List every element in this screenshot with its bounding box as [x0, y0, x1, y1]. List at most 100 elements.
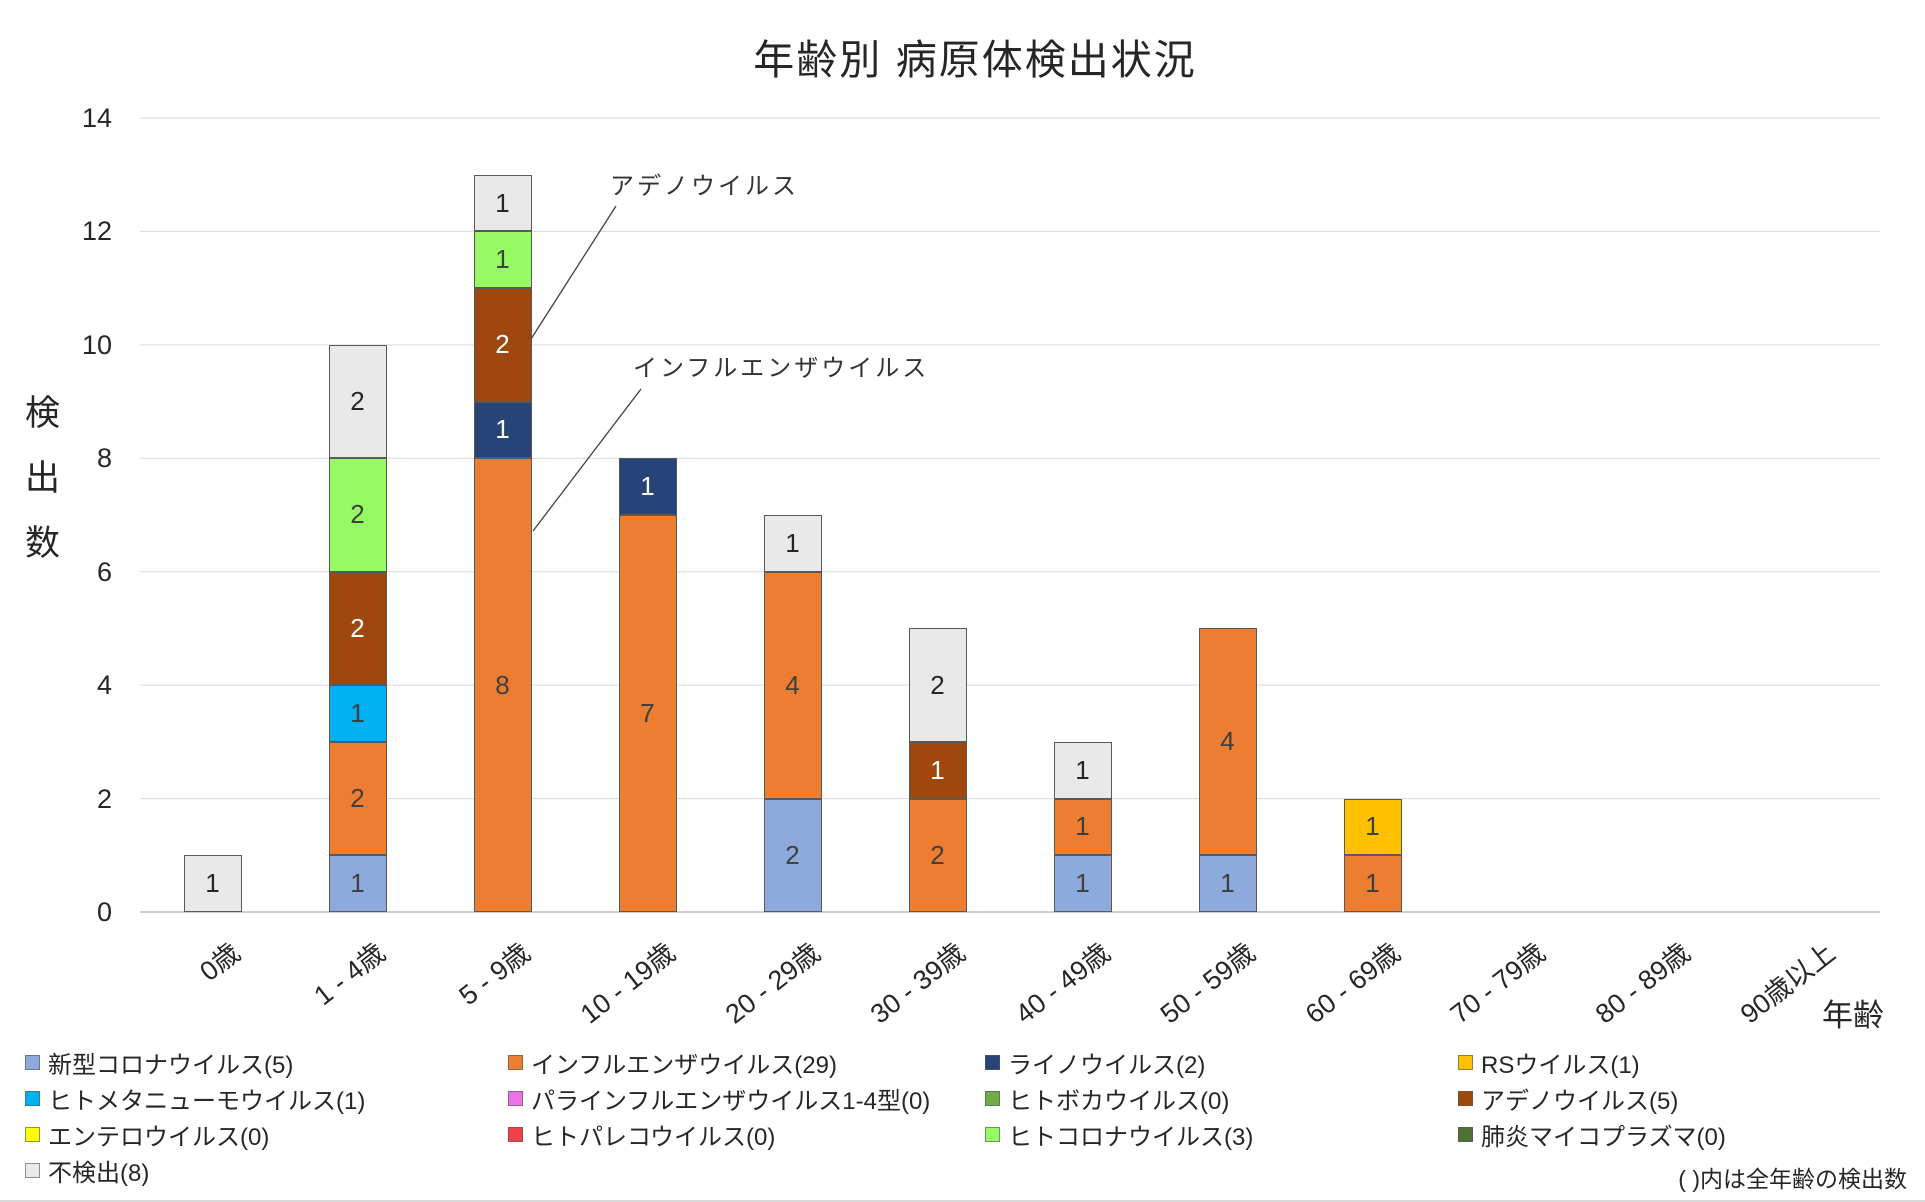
- bar-segment-value: 1: [205, 868, 220, 899]
- bar-segment-value: 1: [1075, 868, 1090, 899]
- bar-segment: 1: [1343, 855, 1402, 912]
- legend-swatch: [1458, 1090, 1473, 1106]
- bar-segment: 1: [328, 855, 387, 912]
- legend-label: 新型コロナウイルス(5): [48, 1051, 294, 1079]
- bar-segment: 1: [328, 685, 387, 742]
- legend-label: ヒトメタニューモウイルス(1): [48, 1087, 366, 1115]
- y-axis-tick-label: 6: [96, 556, 112, 587]
- bar-segment: 2: [473, 288, 532, 402]
- bar-segment-value: 2: [350, 612, 365, 643]
- legend-swatch: [1458, 1054, 1473, 1070]
- annotation-label-influenza: インフルエンザウイルス: [633, 355, 930, 382]
- legend-swatch: [25, 1126, 40, 1142]
- y-axis-tick-label: 10: [81, 329, 112, 360]
- legend-item: 肺炎マイコプラズマ(0): [1458, 1120, 1726, 1151]
- legend-label: 肺炎マイコプラズマ(0): [1481, 1123, 1726, 1151]
- legend-swatch: [985, 1126, 1000, 1142]
- bar-segment-value: 2: [930, 669, 945, 700]
- legend-label: エンテロウイルス(0): [48, 1123, 270, 1151]
- bar-segment-value: 1: [930, 754, 945, 785]
- legend-item: アデノウイルス(5): [1458, 1084, 1678, 1115]
- bar-segment: 1: [1053, 798, 1112, 856]
- legend-swatch: [508, 1054, 523, 1070]
- legend-label: ヒトパレコウイルス(0): [531, 1123, 776, 1151]
- bar-segment: 1: [1343, 798, 1402, 856]
- legend-label: ライノウイルス(2): [1008, 1051, 1206, 1079]
- bar-segment-value: 4: [785, 669, 800, 700]
- bar-segment: 1: [1053, 741, 1112, 799]
- legend-item: ヒトパレコウイルス(0): [508, 1120, 775, 1151]
- chart-title: 年齢別 病原体検出状況: [753, 37, 1197, 83]
- legend-item: ヒトメタニューモウイルス(1): [25, 1084, 365, 1115]
- bar-segment-value: 1: [350, 697, 365, 728]
- legend-item: エンテロウイルス(0): [25, 1120, 269, 1151]
- legend-swatch: [985, 1054, 1000, 1070]
- y-axis-tick-label: 2: [96, 783, 112, 814]
- bar-segment: 1: [473, 231, 532, 289]
- legend-label: パラインフルエンザウイルス1-4型(0): [531, 1087, 931, 1115]
- bar-segment-value: 1: [350, 868, 365, 899]
- bar-segment-value: 2: [785, 839, 800, 870]
- bar-segment-value: 1: [495, 244, 510, 275]
- legend-label: RSウイルス(1): [1481, 1051, 1640, 1079]
- bar-segment-value: 4: [1220, 726, 1235, 757]
- legend-swatch: [25, 1054, 40, 1070]
- legend-item: ヒトコロナウイルス(3): [985, 1120, 1253, 1151]
- legend-item: ライノウイルス(2): [985, 1048, 1205, 1079]
- legend-swatch: [508, 1126, 523, 1142]
- bar-segment-value: 7: [640, 698, 655, 728]
- x-axis-title: 年齢: [1822, 998, 1884, 1033]
- bar-segment-value: 2: [495, 329, 510, 360]
- bar-segment-value: 8: [495, 669, 510, 700]
- bar-segment: 8: [473, 458, 532, 912]
- bar-segment-value: 1: [640, 471, 655, 502]
- bar-segment-value: 1: [785, 527, 800, 558]
- y-axis-tick-label: 8: [96, 443, 112, 474]
- bar-segment: 2: [908, 798, 967, 912]
- bar-segment: 2: [328, 458, 387, 572]
- bar-segment-value: 1: [495, 187, 510, 218]
- bar-segment: 4: [1198, 628, 1257, 856]
- bar-segment: 1: [473, 174, 532, 232]
- bar-segment: 2: [328, 571, 387, 686]
- legend-swatch: [25, 1162, 40, 1178]
- bar-segment: 1: [183, 855, 242, 912]
- legend-label: ヒトコロナウイルス(3): [1008, 1123, 1254, 1151]
- legend-item: 不検出(8): [25, 1156, 149, 1187]
- bar-segment: 7: [618, 515, 677, 912]
- legend-label: インフルエンザウイルス(29): [531, 1051, 837, 1079]
- bar-segment: 1: [908, 741, 967, 799]
- bar-segment: 2: [328, 344, 387, 459]
- legend-item: ヒトボカウイルス(0): [985, 1084, 1229, 1115]
- bar-segment-value: 2: [350, 386, 365, 417]
- legend-swatch: [1458, 1126, 1473, 1142]
- bar-segment: 2: [908, 628, 967, 742]
- legend-label: ヒトボカウイルス(0): [1008, 1087, 1230, 1115]
- bar-segment-value: 1: [1075, 811, 1090, 842]
- bar-segment-value: 2: [350, 783, 365, 814]
- annotation-label-adenovirus: アデノウイルス: [610, 173, 799, 200]
- bar-segment-value: 1: [1365, 811, 1380, 842]
- legend-item: 新型コロナウイルス(5): [25, 1048, 293, 1079]
- legend-swatch: [985, 1090, 1000, 1106]
- bar-segment: 2: [763, 798, 822, 912]
- bar-segment-value: 1: [1365, 868, 1380, 899]
- legend-item: インフルエンザウイルス(29): [508, 1048, 837, 1079]
- bar-segment: 1: [1198, 855, 1257, 912]
- legend-label: アデノウイルス(5): [1481, 1087, 1679, 1115]
- legend-item: パラインフルエンザウイルス1-4型(0): [508, 1084, 930, 1115]
- bar-segment-value: 2: [930, 839, 945, 870]
- y-axis-tick-label: 12: [81, 216, 112, 247]
- legend-note: ( )内は全年齢の検出数: [1678, 1166, 1907, 1192]
- bar-segment-value: 1: [1220, 868, 1235, 899]
- bar-segment-value: 1: [495, 414, 510, 445]
- y-axis-tick-label: 4: [96, 670, 112, 701]
- y-axis-title: 検出数: [20, 394, 59, 589]
- bar-segment: 1: [1053, 855, 1112, 912]
- y-axis-tick-label: 0: [96, 897, 112, 927]
- legend-item: RSウイルス(1): [1458, 1048, 1640, 1079]
